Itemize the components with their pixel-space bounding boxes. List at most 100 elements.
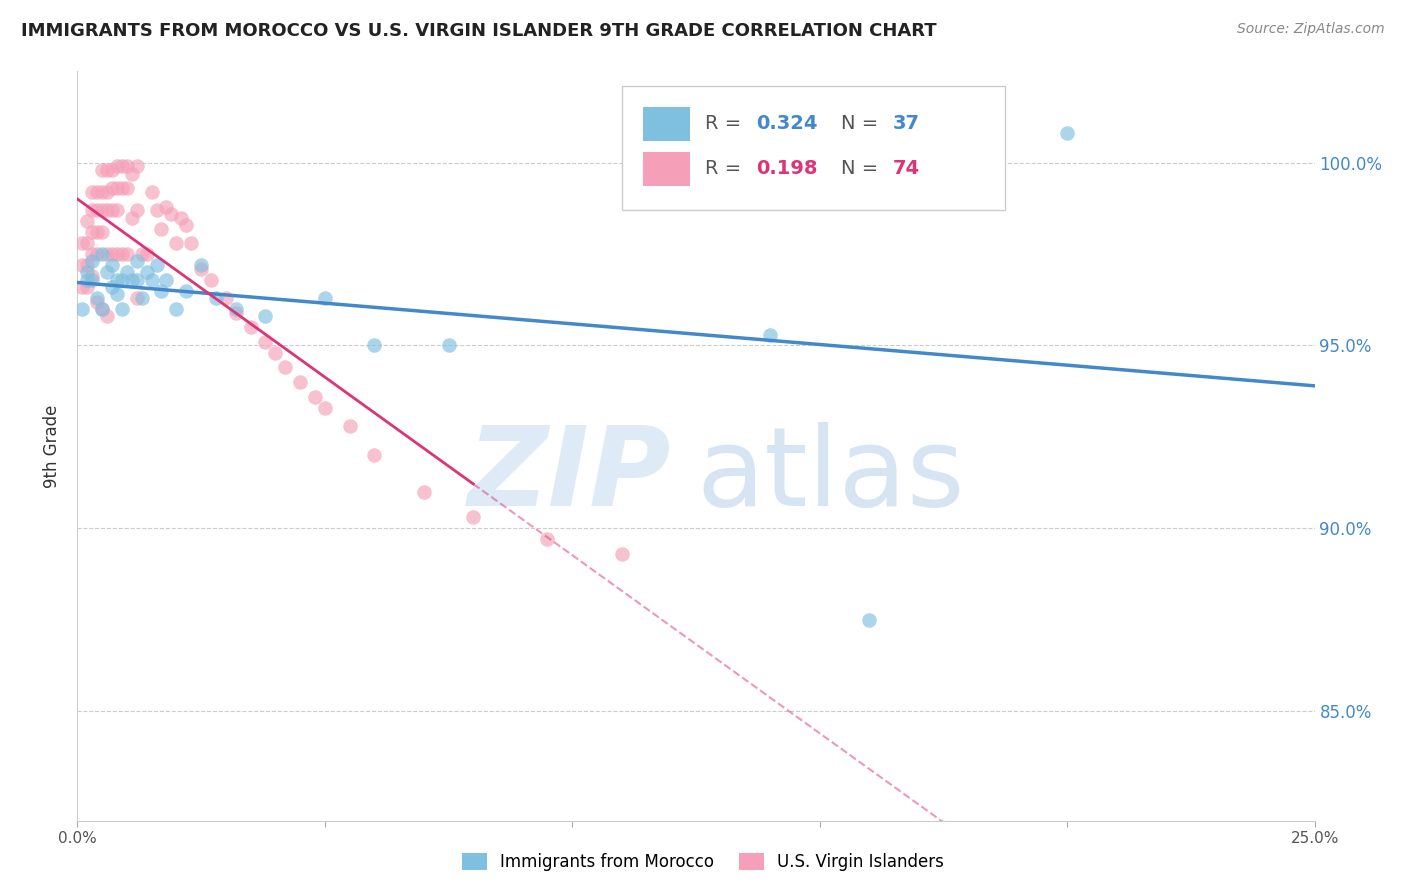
- Point: [200, 273, 222, 287]
- Point: [96, 310, 118, 324]
- Point: [105, 203, 128, 218]
- Text: atlas: atlas: [696, 423, 965, 530]
- Point: [135, 265, 157, 279]
- Point: [205, 291, 228, 305]
- Point: [363, 338, 385, 352]
- Point: [437, 338, 460, 352]
- Point: [72, 258, 94, 272]
- Point: [610, 547, 633, 561]
- Point: [125, 254, 148, 268]
- Point: [225, 305, 247, 319]
- Point: [72, 280, 94, 294]
- Text: 74: 74: [893, 160, 920, 178]
- Point: [76, 265, 98, 279]
- Point: [91, 225, 114, 239]
- Text: N =: N =: [841, 114, 884, 133]
- Point: [463, 510, 485, 524]
- Point: [314, 291, 336, 305]
- Point: [412, 484, 434, 499]
- Point: [160, 207, 183, 221]
- Point: [536, 532, 558, 546]
- Point: [76, 280, 98, 294]
- Point: [190, 258, 212, 272]
- Point: [121, 167, 143, 181]
- Point: [91, 163, 114, 178]
- Point: [759, 327, 782, 342]
- Point: [105, 181, 128, 195]
- Point: [91, 247, 114, 261]
- Point: [96, 247, 118, 261]
- Text: Source: ZipAtlas.com: Source: ZipAtlas.com: [1237, 22, 1385, 37]
- Point: [86, 247, 108, 261]
- Point: [111, 160, 134, 174]
- Point: [72, 236, 94, 251]
- Point: [115, 160, 138, 174]
- Bar: [643, 152, 690, 186]
- Text: ZIP: ZIP: [468, 423, 671, 530]
- Point: [145, 258, 167, 272]
- Point: [82, 185, 104, 199]
- Point: [180, 236, 202, 251]
- Point: [105, 273, 128, 287]
- Point: [145, 203, 167, 218]
- Point: [82, 203, 104, 218]
- Point: [125, 203, 148, 218]
- Point: [125, 160, 148, 174]
- Point: [1056, 127, 1078, 141]
- Point: [91, 301, 114, 316]
- Point: [225, 301, 247, 316]
- Point: [121, 211, 143, 225]
- Point: [96, 163, 118, 178]
- FancyBboxPatch shape: [621, 87, 1005, 210]
- Point: [115, 181, 138, 195]
- Text: 0.198: 0.198: [756, 160, 818, 178]
- Point: [858, 613, 880, 627]
- Point: [174, 218, 197, 232]
- Text: 0.324: 0.324: [756, 114, 818, 133]
- Point: [274, 360, 297, 375]
- Point: [86, 294, 108, 309]
- Point: [86, 185, 108, 199]
- Point: [82, 254, 104, 268]
- Point: [165, 301, 187, 316]
- Point: [155, 200, 177, 214]
- Y-axis label: 9th Grade: 9th Grade: [44, 404, 62, 488]
- Point: [82, 247, 104, 261]
- Point: [314, 401, 336, 415]
- Point: [111, 301, 134, 316]
- Point: [363, 448, 385, 462]
- Point: [190, 261, 212, 276]
- Point: [150, 284, 173, 298]
- Point: [135, 247, 157, 261]
- Point: [86, 203, 108, 218]
- Point: [170, 211, 193, 225]
- Point: [86, 291, 108, 305]
- Bar: [643, 107, 690, 141]
- Legend: Immigrants from Morocco, U.S. Virgin Islanders: Immigrants from Morocco, U.S. Virgin Isl…: [453, 845, 953, 880]
- Point: [115, 247, 138, 261]
- Point: [121, 273, 143, 287]
- Point: [174, 284, 197, 298]
- Point: [96, 265, 118, 279]
- Point: [82, 273, 104, 287]
- Point: [101, 247, 124, 261]
- Point: [91, 185, 114, 199]
- Point: [111, 247, 134, 261]
- Text: R =: R =: [704, 114, 747, 133]
- Point: [101, 203, 124, 218]
- Point: [82, 225, 104, 239]
- Point: [111, 273, 134, 287]
- Text: IMMIGRANTS FROM MOROCCO VS U.S. VIRGIN ISLANDER 9TH GRADE CORRELATION CHART: IMMIGRANTS FROM MOROCCO VS U.S. VIRGIN I…: [21, 22, 936, 40]
- Point: [105, 160, 128, 174]
- Point: [101, 258, 124, 272]
- Point: [125, 273, 148, 287]
- Point: [288, 375, 311, 389]
- Point: [254, 334, 277, 349]
- Point: [96, 203, 118, 218]
- Point: [150, 221, 173, 235]
- Point: [101, 280, 124, 294]
- Point: [76, 236, 98, 251]
- Point: [101, 181, 124, 195]
- Point: [264, 346, 287, 360]
- Point: [96, 185, 118, 199]
